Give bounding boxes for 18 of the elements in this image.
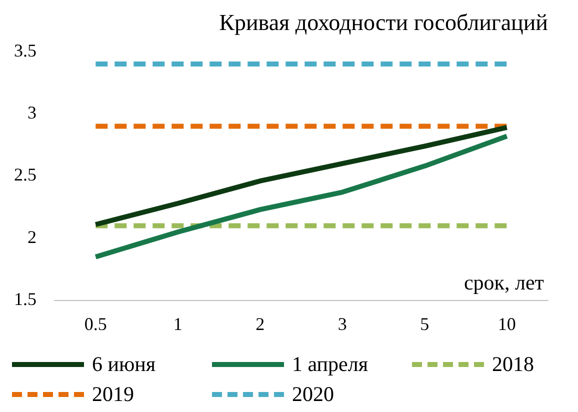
legend-label: 2018 <box>492 352 534 376</box>
legend-label: 2020 <box>292 382 334 406</box>
y-tick-label: 2.5 <box>14 164 36 185</box>
x-tick-label: 10 <box>498 314 516 334</box>
y-tick-label: 1.5 <box>14 289 36 310</box>
y-tick-label: 3.5 <box>14 40 36 60</box>
y-tick-label: 2 <box>28 226 36 247</box>
chart-title: Кривая доходности гособлигаций <box>219 10 548 35</box>
x-tick-label: 5 <box>420 314 430 334</box>
legend-label: 1 апреля <box>292 352 368 376</box>
legend-label: 2019 <box>92 382 134 406</box>
x-tick-label: 0.5 <box>84 314 107 334</box>
x-axis-title: срок, лет <box>464 270 544 294</box>
x-tick-label: 1 <box>173 314 182 334</box>
x-tick-label: 2 <box>256 314 265 334</box>
x-tick-label: 3 <box>338 314 347 334</box>
y-tick-label: 3 <box>28 102 36 123</box>
legend-label: 6 июня <box>92 352 156 376</box>
